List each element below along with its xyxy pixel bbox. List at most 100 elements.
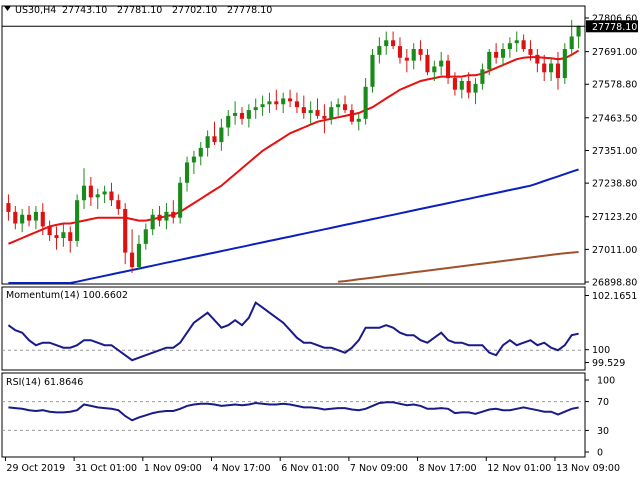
candle-body bbox=[95, 194, 100, 198]
candle-body bbox=[81, 185, 87, 201]
candle-body bbox=[47, 226, 52, 236]
candle-body bbox=[445, 60, 451, 79]
candle-body bbox=[425, 54, 430, 73]
rsi-pane[interactable]: 100 70 30 0 bbox=[2, 376, 615, 459]
price-tick-label: 27578.80 bbox=[592, 80, 637, 91]
candle-body bbox=[569, 36, 574, 50]
candle-body bbox=[184, 162, 190, 183]
candle-body bbox=[349, 110, 354, 122]
price-axis: 27806.60 27691.00 27578.80 27463.50 27351.00… bbox=[2, 14, 638, 289]
ma-slow-line bbox=[338, 251, 579, 283]
candle-body bbox=[40, 211, 45, 227]
candle-body bbox=[267, 101, 272, 105]
candle-body bbox=[54, 235, 59, 239]
candle-body bbox=[116, 200, 121, 209]
price-tick-label: 27463.50 bbox=[592, 113, 637, 124]
candle-body bbox=[219, 127, 224, 143]
ma-fast-line bbox=[8, 49, 580, 245]
candle-body bbox=[521, 40, 526, 50]
candle-body bbox=[494, 51, 499, 58]
candle-body bbox=[301, 107, 306, 113]
close-value: 27778.10 bbox=[227, 5, 272, 16]
price-tick-label: 27351.00 bbox=[592, 146, 637, 157]
price-tick-label: 27691.00 bbox=[592, 47, 637, 58]
time-tick-label: 29 Oct 2019 bbox=[6, 463, 65, 474]
ma-mid-line bbox=[8, 168, 579, 284]
candle-body bbox=[329, 107, 334, 119]
candle-body bbox=[466, 80, 471, 93]
candle-body bbox=[123, 208, 128, 253]
candle-body bbox=[528, 49, 533, 55]
candle-body bbox=[514, 40, 519, 44]
rsi-tick-label: 0 bbox=[597, 448, 603, 459]
rsi-pane-frame bbox=[1, 372, 586, 458]
time-tick-label: 7 Nov 09:00 bbox=[350, 463, 408, 474]
time-tick-label: 6 Nov 01:00 bbox=[281, 463, 339, 474]
candle-body bbox=[342, 104, 348, 111]
candles bbox=[6, 19, 581, 273]
candle-body bbox=[205, 136, 210, 148]
candle-body bbox=[404, 57, 409, 61]
candle-body bbox=[418, 49, 423, 55]
price-tick-label: 27011.00 bbox=[592, 245, 637, 256]
candle-body bbox=[377, 46, 382, 55]
rsi-tick-label: 70 bbox=[597, 397, 609, 408]
time-tick-label: 4 Nov 17:00 bbox=[213, 463, 271, 474]
high-value: 27781.10 bbox=[117, 5, 162, 16]
moving-averages bbox=[8, 49, 580, 284]
time-tick-label: 12 Nov 01:00 bbox=[487, 463, 551, 474]
candle-body bbox=[288, 98, 293, 102]
candle-body bbox=[322, 115, 327, 119]
candle-body bbox=[6, 203, 11, 212]
candle-body bbox=[542, 63, 547, 73]
momentum-pane[interactable]: 102.1651 100 99.529 bbox=[2, 291, 637, 369]
candle-body bbox=[459, 80, 464, 90]
chart-header: US30,H4 27743.10 27781.10 27702.10 27778… bbox=[4, 5, 272, 16]
candle-body bbox=[143, 229, 148, 244]
price-tick-label: 27806.60 bbox=[592, 14, 637, 25]
candle-body bbox=[109, 191, 114, 201]
momentum-line bbox=[7, 301, 579, 362]
rsi-line bbox=[8, 401, 579, 422]
momentum-label: Momentum(14) 100.6602 bbox=[6, 290, 128, 301]
price-tick-label: 27238.80 bbox=[592, 179, 637, 190]
candle-body bbox=[549, 63, 554, 73]
rsi-tick-label: 100 bbox=[597, 376, 615, 387]
candle-body bbox=[535, 54, 540, 64]
candle-body bbox=[253, 107, 258, 111]
candle-body bbox=[75, 200, 80, 241]
candle-body bbox=[260, 104, 265, 108]
candle-body bbox=[233, 112, 238, 116]
candle-body bbox=[480, 69, 485, 84]
price-tick-label: 26898.80 bbox=[592, 278, 637, 289]
candle-body bbox=[432, 66, 437, 73]
candle-body bbox=[363, 86, 368, 119]
candle-body bbox=[191, 156, 196, 163]
candle-body bbox=[370, 54, 375, 87]
collapse-triangle-icon[interactable] bbox=[4, 6, 11, 11]
candle-body bbox=[239, 112, 245, 119]
candle-body bbox=[130, 252, 135, 268]
candle-body bbox=[164, 211, 169, 221]
candle-body bbox=[212, 136, 217, 143]
candle-body bbox=[356, 118, 361, 122]
symbol-label: US30,H4 bbox=[15, 5, 56, 16]
time-tick-label: 1 Nov 09:00 bbox=[144, 463, 202, 474]
candle-body bbox=[198, 147, 203, 157]
candle-body bbox=[315, 110, 320, 116]
candle-body bbox=[487, 51, 492, 70]
current-price-tag bbox=[586, 20, 638, 33]
candle-body bbox=[136, 243, 142, 268]
candle-body bbox=[308, 110, 313, 113]
momentum-tick-label: 100 bbox=[592, 345, 610, 356]
momentum-tick-label: 102.1651 bbox=[592, 291, 637, 302]
candle-body bbox=[384, 40, 389, 47]
candle-body bbox=[281, 98, 286, 105]
candle-body bbox=[555, 63, 561, 79]
candle-body bbox=[274, 101, 279, 105]
time-tick-label: 8 Nov 17:00 bbox=[419, 463, 477, 474]
rsi-tick-label: 30 bbox=[597, 426, 609, 437]
time-tick-label: 13 Nov 09:00 bbox=[556, 463, 620, 474]
candle-body bbox=[452, 78, 457, 90]
